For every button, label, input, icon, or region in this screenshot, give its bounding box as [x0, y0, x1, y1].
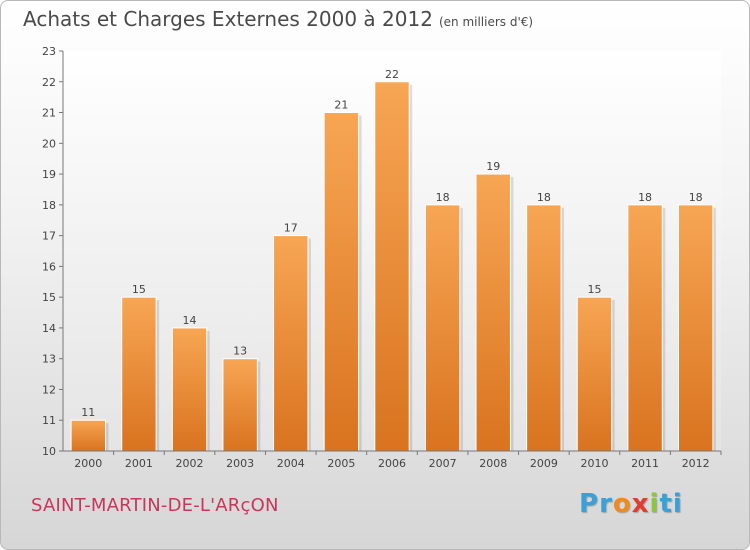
bar-value-label: 15: [132, 283, 146, 296]
bar-value-label: 13: [233, 345, 247, 358]
logo-letter: x: [631, 489, 650, 519]
bar-value-label: 17: [284, 222, 298, 235]
bar-value-label: 18: [537, 191, 551, 204]
bar-2009: [526, 204, 562, 452]
y-tick-label: 21: [42, 107, 56, 120]
y-tick-label: 18: [42, 199, 56, 212]
bar-2003: [222, 358, 258, 452]
bar-2006: [374, 81, 410, 452]
x-tick-label: 2000: [74, 457, 102, 470]
x-tick-label: 2006: [378, 457, 406, 470]
bar-value-label: 18: [436, 191, 450, 204]
x-tick-label: 2009: [530, 457, 558, 470]
x-tick-label: 2002: [176, 457, 204, 470]
bar-2008: [475, 173, 511, 452]
bar-value-label: 11: [81, 406, 95, 419]
y-tick-label: 23: [42, 45, 56, 58]
bar-value-label: 21: [334, 99, 348, 112]
proxiti-logo: Proxiti: [579, 489, 683, 519]
bar-value-label: 14: [183, 314, 197, 327]
bar-2000: [70, 419, 107, 452]
x-tick-label: 2008: [479, 457, 507, 470]
bar-2002: [171, 327, 208, 452]
y-tick-label: 12: [42, 383, 56, 396]
bar-value-label: 22: [385, 68, 399, 81]
logo-letter: t: [659, 489, 673, 519]
y-tick-label: 11: [42, 414, 56, 427]
y-tick-label: 22: [42, 76, 56, 89]
bar-2012: [677, 204, 714, 452]
y-tick-label: 10: [42, 445, 56, 458]
bar-2011: [627, 204, 663, 452]
place-name: SAINT-MARTIN-DE-L'ARçON: [31, 495, 279, 516]
y-tick-label: 17: [42, 230, 56, 243]
logo-letter: P: [579, 489, 600, 519]
y-tick-label: 13: [42, 353, 56, 366]
x-tick-label: 2010: [580, 457, 608, 470]
bar-2001: [121, 296, 157, 452]
chart-title-text: Achats et Charges Externes 2000 à 2012: [23, 7, 433, 31]
bar-value-label: 19: [486, 160, 500, 173]
x-tick-label: 2004: [277, 457, 305, 470]
bar-value-label: 18: [689, 191, 703, 204]
bar-2005: [323, 112, 360, 452]
bar-2010: [576, 296, 613, 452]
bar-2004: [273, 235, 309, 452]
y-tick-label: 15: [42, 291, 56, 304]
y-tick-label: 20: [42, 137, 56, 150]
chart-subtitle: (en milliers d'€): [438, 15, 534, 29]
logo-letter: r: [599, 489, 613, 519]
y-tick-label: 16: [42, 260, 56, 273]
x-tick-label: 2003: [226, 457, 254, 470]
x-tick-label: 2011: [631, 457, 659, 470]
logo-letter: i: [672, 489, 683, 519]
chart-title: Achats et Charges Externes 2000 à 2012 (e…: [23, 7, 533, 31]
bar-value-label: 18: [638, 191, 652, 204]
bar-2007: [424, 204, 461, 452]
x-tick-label: 2005: [327, 457, 355, 470]
x-tick-label: 2007: [429, 457, 457, 470]
logo-letter: i: [649, 489, 660, 519]
y-tick-label: 19: [42, 168, 56, 181]
x-tick-label: 2001: [125, 457, 153, 470]
logo-letter: o: [612, 489, 632, 519]
bar-value-label: 15: [587, 283, 601, 296]
x-tick-label: 2012: [682, 457, 710, 470]
y-tick-label: 14: [42, 322, 56, 335]
